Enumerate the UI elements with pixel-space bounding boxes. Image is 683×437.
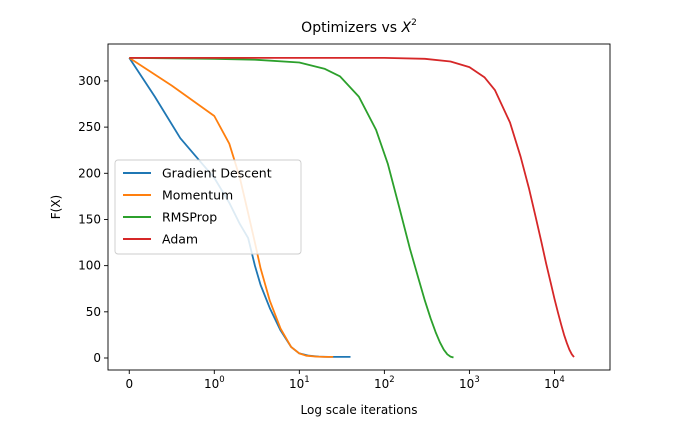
x-tick-label: 100 xyxy=(204,375,225,391)
series-line-2 xyxy=(128,57,334,358)
y-tick-label: 150 xyxy=(78,212,101,226)
series-line-4 xyxy=(129,57,575,358)
plot-frame xyxy=(107,43,611,371)
y-tick-label: 300 xyxy=(78,74,101,88)
chart-title-text: Optimizers vs xyxy=(301,20,401,36)
y-tick-label: 50 xyxy=(86,305,101,319)
y-tick-label: 100 xyxy=(78,259,101,273)
plot-marks: 0 50 100 150 200 250 300 0 100 101 102 103 104 xyxy=(78,43,611,391)
legend-box xyxy=(114,159,302,255)
legend-label: RMSProp xyxy=(162,210,217,225)
y-axis-label: F(X) xyxy=(49,195,63,220)
legend-label: Adam xyxy=(162,232,198,247)
x-tick-label: 104 xyxy=(544,375,565,391)
series-line-3 xyxy=(129,57,454,359)
legend: Gradient Descent Momentum RMSProp Adam xyxy=(114,159,302,255)
x-tick-label: 103 xyxy=(459,375,480,391)
chart-title: Optimizers vs X2 xyxy=(301,18,417,36)
x-tick-label: 101 xyxy=(289,375,310,391)
x-axis-label: Log scale iterations xyxy=(301,403,418,417)
chart-title-exponent: 2 xyxy=(411,18,417,28)
y-tick-label: 0 xyxy=(93,351,101,365)
legend-label: Momentum xyxy=(162,188,233,203)
x-tick-label: 0 xyxy=(125,377,133,391)
y-tick-label: 200 xyxy=(78,166,101,180)
legend-label: Gradient Descent xyxy=(162,166,272,181)
y-tick-label: 250 xyxy=(78,120,101,134)
x-tick-label: 102 xyxy=(374,375,395,391)
chart-title-variable: X xyxy=(400,20,411,36)
